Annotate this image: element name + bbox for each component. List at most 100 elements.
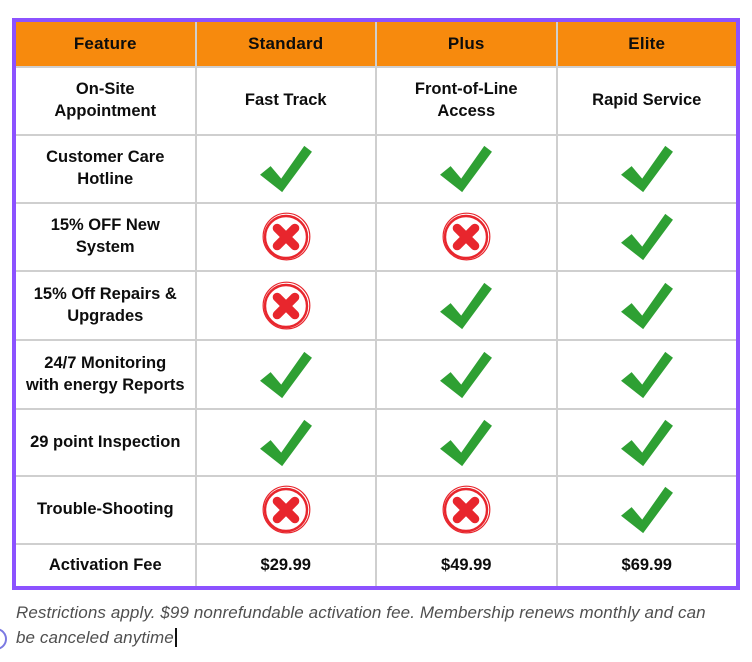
text-cursor — [174, 628, 177, 647]
value-cell — [557, 272, 736, 339]
check-icon — [440, 419, 493, 466]
check-icon-wrap — [437, 281, 495, 331]
x-icon-wrap — [438, 482, 494, 538]
feature-cell: 24/7 Monitoring with energy Reports — [16, 341, 195, 408]
feature-cell: Trouble-Shooting — [16, 477, 195, 543]
value-label: $29.99 — [260, 555, 311, 574]
check-icon — [259, 145, 312, 193]
value-cell — [377, 204, 556, 270]
feature-label: 29 point Inspection — [30, 432, 181, 451]
x-icon-wrap — [258, 209, 314, 265]
feature-cell: Customer Care Hotline — [16, 136, 195, 202]
value-label: Rapid Service — [592, 91, 702, 110]
x-icon-wrap — [258, 278, 314, 334]
value-cell — [196, 341, 375, 408]
value-cell — [196, 272, 375, 339]
column-header-elite: Elite — [557, 22, 736, 66]
check-icon-wrap — [437, 350, 495, 400]
feature-cell: 15% OFF New System — [16, 204, 195, 270]
value-cell — [377, 341, 556, 408]
feature-label: Appointment — [54, 102, 157, 120]
value-cell: $49.99 — [377, 545, 556, 586]
x-icon-wrap — [258, 482, 314, 538]
x-circle-icon — [262, 485, 311, 534]
feature-label: 15% OFF New — [50, 216, 160, 235]
check-icon-wrap — [618, 281, 676, 331]
feature-cell: On-Site Appointment — [16, 68, 195, 134]
check-icon — [620, 351, 673, 398]
value-cell: Rapid Service — [557, 68, 736, 134]
check-icon-wrap — [618, 212, 676, 262]
check-icon-wrap — [618, 485, 676, 535]
feature-label: Trouble-Shooting — [36, 500, 174, 519]
disclaimer-line-1: Restrictions apply. $99 nonrefundable ac… — [16, 603, 706, 622]
comparison-table[interactable]: Feature Standard Plus Elite On-Site Appointme… — [12, 18, 740, 590]
feature-label: Upgrades — [67, 306, 144, 325]
check-icon-wrap — [618, 350, 676, 400]
check-icon — [620, 419, 673, 466]
value-label: $69.99 — [621, 555, 672, 574]
partial-circle-badge — [0, 628, 7, 650]
value-label: Access — [437, 102, 496, 120]
disclaimer-text[interactable]: Restrictions apply. $99 nonrefundable ac… — [16, 600, 736, 650]
x-circle-icon — [262, 281, 311, 329]
feature-label: 24/7 Monitoring — [44, 353, 167, 372]
feature-label: with energy Reports — [25, 375, 185, 394]
check-icon — [259, 351, 312, 398]
check-icon — [620, 282, 673, 329]
feature-cell: 29 point Inspection — [16, 410, 195, 475]
column-header-standard: Standard — [196, 22, 375, 66]
value-cell — [557, 341, 736, 408]
value-cell — [377, 477, 556, 543]
x-circle-icon — [262, 212, 311, 261]
value-cell — [557, 410, 736, 475]
column-header-label: Feature — [73, 33, 137, 53]
value-label: Front-of-Line — [414, 80, 518, 99]
value-cell: Front-of-Line Access — [377, 68, 556, 134]
check-icon — [440, 145, 493, 193]
column-header-label: Standard — [248, 33, 324, 53]
feature-cell: 15% Off Repairs & Upgrades — [16, 272, 195, 339]
value-cell — [377, 136, 556, 202]
x-circle-icon — [442, 485, 491, 534]
value-cell — [557, 204, 736, 270]
x-icon-wrap — [438, 209, 494, 265]
value-cell — [557, 477, 736, 543]
value-cell — [196, 136, 375, 202]
check-icon-wrap — [618, 418, 676, 468]
feature-label: On-Site — [75, 80, 135, 99]
check-icon-wrap — [257, 144, 315, 194]
check-icon — [620, 213, 673, 261]
value-cell: Fast Track — [196, 68, 375, 134]
value-label: $49.99 — [441, 555, 492, 574]
feature-label: 15% Off Repairs & — [33, 284, 177, 303]
check-icon — [440, 282, 493, 329]
feature-cell: Activation Fee — [16, 545, 195, 586]
check-icon-wrap — [257, 418, 315, 468]
column-header-label: Plus — [447, 33, 485, 53]
value-label: Fast Track — [244, 91, 327, 110]
check-icon — [259, 419, 312, 466]
check-icon-wrap — [437, 418, 495, 468]
disclaimer-line-2: be canceled anytime — [16, 625, 736, 650]
value-cell — [196, 410, 375, 475]
feature-label: System — [75, 238, 135, 256]
column-header-feature: Feature — [16, 22, 195, 66]
column-header-plus: Plus — [377, 22, 556, 66]
value-cell — [196, 204, 375, 270]
value-cell — [377, 410, 556, 475]
value-cell — [377, 272, 556, 339]
value-cell — [196, 477, 375, 543]
feature-label: Customer Care — [46, 148, 165, 167]
value-cell — [557, 136, 736, 202]
column-header-label: Elite — [628, 33, 666, 53]
check-icon — [620, 486, 673, 534]
check-icon-wrap — [618, 144, 676, 194]
feature-label: Hotline — [77, 170, 134, 188]
check-icon-wrap — [257, 350, 315, 400]
check-icon — [620, 145, 673, 193]
check-icon-wrap — [437, 144, 495, 194]
value-cell: $29.99 — [196, 545, 375, 586]
feature-label: Activation Fee — [48, 555, 162, 574]
